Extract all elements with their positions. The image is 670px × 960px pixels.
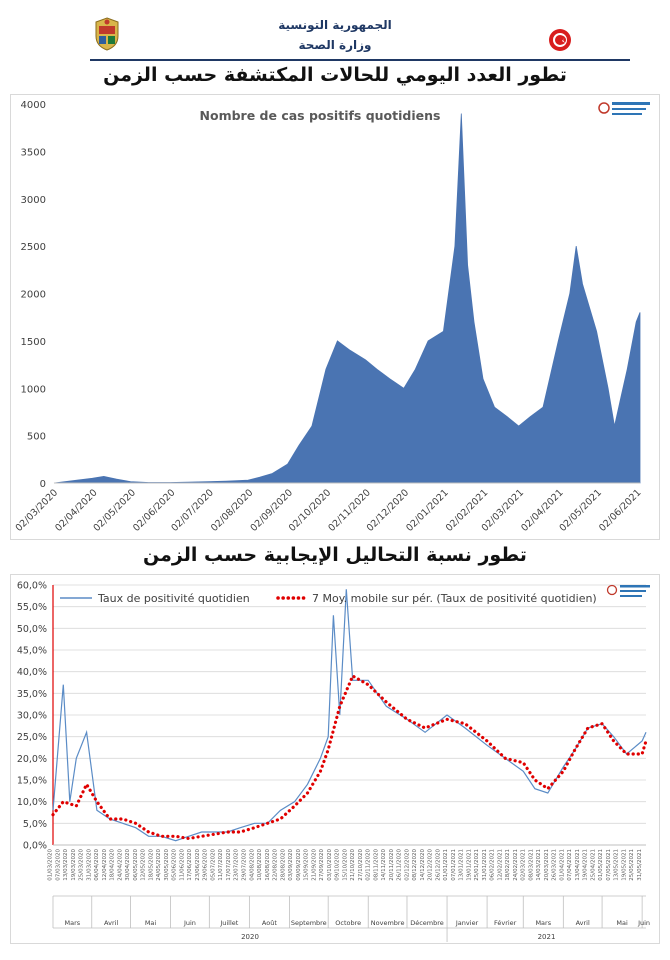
republic-label: الجمهورية التونسية (278, 18, 392, 32)
chart2-panel (10, 574, 660, 944)
page-header: الجمهورية التونسية وزارة الصحة (0, 0, 670, 62)
chart2-heading: تطور نسبة التحاليل الإيجابية حسب الزمن (143, 544, 527, 566)
ministry-label: وزارة الصحة (298, 38, 372, 52)
tunisia-emblem-icon (95, 17, 119, 51)
header-divider (90, 59, 630, 61)
ministry-logo-icon (549, 29, 571, 51)
chart1-panel (10, 94, 660, 540)
chart1-heading: تطور العدد اليومي للحالات المكتشفة حسب ا… (103, 64, 567, 86)
